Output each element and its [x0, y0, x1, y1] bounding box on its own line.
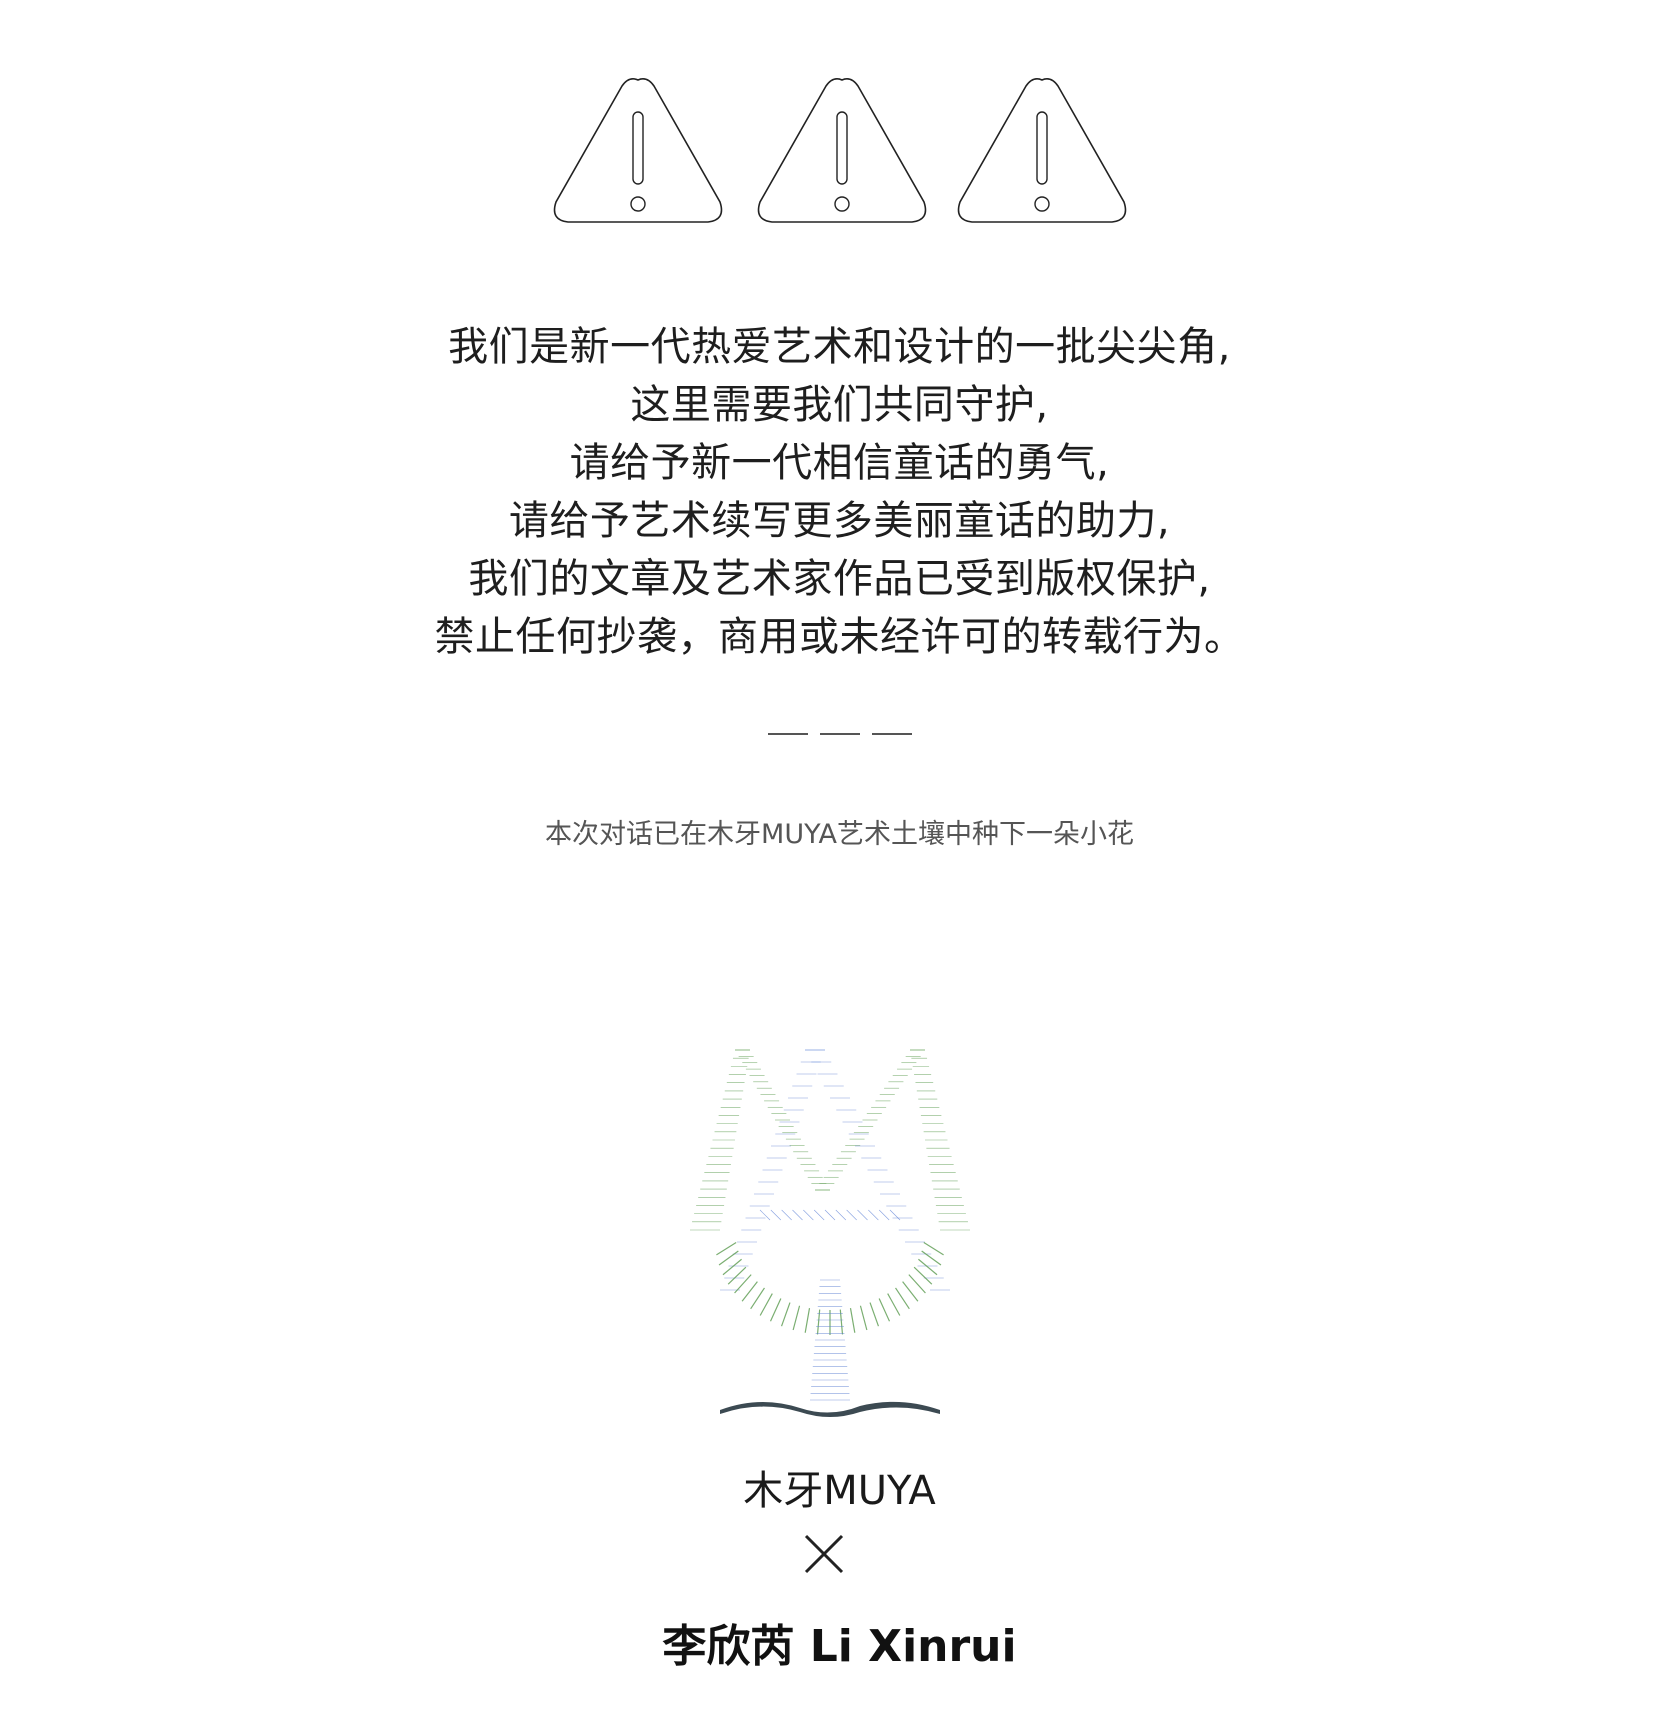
warning-triangle-icon — [957, 78, 1127, 223]
notice-line: 请给予新一代相信童话的勇气, — [569, 440, 1110, 486]
notice-line: 这里需要我们共同守护, — [630, 382, 1049, 428]
dash — [767, 733, 808, 735]
cross-icon — [804, 1534, 844, 1574]
dash-divider — [0, 733, 1679, 735]
warning-icons-row — [0, 74, 1679, 234]
warning-triangle-icon — [553, 78, 723, 223]
warning-triangle-icon — [757, 78, 927, 223]
copyright-notice: 我们是新一代热爱艺术和设计的一批尖尖角, 这里需要我们共同守护, 请给予新一代相… — [0, 318, 1679, 666]
muya-logo — [690, 1049, 970, 1417]
notice-line: 我们的文章及艺术家作品已受到版权保护, — [468, 556, 1211, 602]
notice-line: 禁止任何抄袭，商用或未经许可的转载行为。 — [434, 614, 1245, 660]
dash — [819, 733, 860, 735]
planted-caption: 本次对话已在木牙MUYA艺术土壤中种下一朵小花 — [545, 819, 1134, 850]
logo-strokes — [690, 1049, 970, 1417]
artist-name: 李欣芮 Li Xinrui — [662, 1621, 1017, 1672]
notice-line: 我们是新一代热爱艺术和设计的一批尖尖角, — [448, 324, 1231, 370]
notice-line: 请给予艺术续写更多美丽童话的助力, — [508, 498, 1171, 544]
dash — [871, 733, 912, 735]
brand-label: 木牙MUYA — [743, 1468, 936, 1514]
